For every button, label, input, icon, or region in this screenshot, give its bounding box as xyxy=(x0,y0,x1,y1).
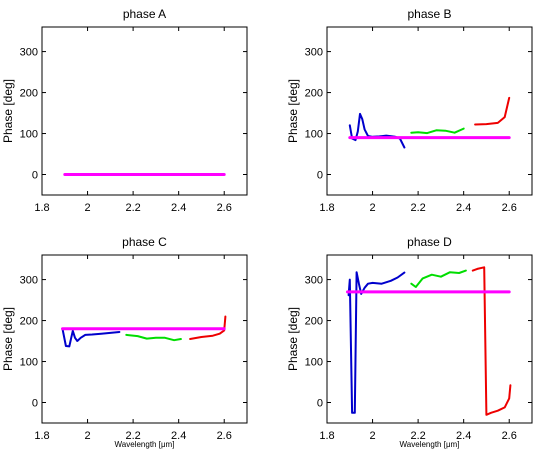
y-axis-label: Phase [deg] xyxy=(1,79,15,143)
y-tick-label: 100 xyxy=(20,357,38,369)
x-axis-label: Wavelength [μm] xyxy=(115,440,175,449)
y-axis-label: Phase [deg] xyxy=(286,307,300,371)
y-tick-label: 300 xyxy=(305,275,323,287)
y-tick-label: 200 xyxy=(20,316,38,328)
x-tick-label: 2.6 xyxy=(217,430,232,442)
x-tick-label: 2.4 xyxy=(456,430,471,442)
plot-area xyxy=(326,26,533,196)
panel-2: phase B 1.8 2 2.2 2.4 2.6 0 100 200 300 Phase [deg… xyxy=(286,7,533,214)
x-tick-label: 2.4 xyxy=(456,202,471,214)
y-tick-label: 0 xyxy=(32,398,38,410)
x-tick-label: 2 xyxy=(84,202,90,214)
y-tick-label: 300 xyxy=(20,275,38,287)
x-tick-label: 1.8 xyxy=(34,202,49,214)
x-tick-label: 1.8 xyxy=(319,430,334,442)
series-line-2 xyxy=(410,269,467,288)
x-tick-label: 2.6 xyxy=(502,430,517,442)
chart-title: phase B xyxy=(407,7,451,21)
x-tick-label: 1.8 xyxy=(34,430,49,442)
y-tick-label: 300 xyxy=(305,47,323,59)
series-line-3 xyxy=(471,266,512,416)
panel-3: phase C 1.8 2 2.2 2.4 2.6 0 100 200 300 Phase [deg… xyxy=(1,235,248,449)
plot-area xyxy=(41,26,248,196)
series-line-1 xyxy=(61,327,121,348)
y-tick-label: 300 xyxy=(20,47,38,59)
x-tick-label: 2.6 xyxy=(502,202,517,214)
y-tick-label: 100 xyxy=(305,129,323,141)
x-tick-label: 2.4 xyxy=(171,202,186,214)
x-tick-label: 2.2 xyxy=(125,430,140,442)
series-line-1 xyxy=(348,112,406,149)
chart-title: phase D xyxy=(407,235,452,249)
series-line-2 xyxy=(125,333,182,342)
y-tick-label: 100 xyxy=(20,129,38,141)
x-tick-label: 2.2 xyxy=(410,430,425,442)
y-axis-label: Phase [deg] xyxy=(286,79,300,143)
y-tick-label: 200 xyxy=(20,88,38,100)
x-tick-label: 2 xyxy=(84,430,90,442)
series-line-1 xyxy=(347,271,406,414)
y-tick-label: 200 xyxy=(305,88,323,100)
series-line-3 xyxy=(474,96,511,126)
panel-4: phase D 1.8 2 2.2 2.4 2.6 0 100 200 300 Phase [deg… xyxy=(286,235,533,449)
x-tick-label: 2.6 xyxy=(217,202,232,214)
plot-area xyxy=(41,254,248,424)
y-tick-label: 200 xyxy=(305,316,323,328)
x-tick-label: 2.2 xyxy=(410,202,425,214)
x-tick-label: 2 xyxy=(369,430,375,442)
panel-1: phase A 1.8 2 2.2 2.4 2.6 0 100 200 300 Phase [deg… xyxy=(1,7,248,214)
x-tick-label: 2 xyxy=(369,202,375,214)
series-line-2 xyxy=(410,127,465,135)
y-tick-label: 100 xyxy=(305,357,323,369)
x-axis-label: Wavelength [μm] xyxy=(400,440,460,449)
x-tick-label: 1.8 xyxy=(319,202,334,214)
y-tick-label: 0 xyxy=(317,398,323,410)
chart-title: phase A xyxy=(123,7,166,21)
y-tick-label: 0 xyxy=(317,170,323,182)
x-tick-label: 2.2 xyxy=(125,202,140,214)
y-tick-label: 0 xyxy=(32,170,38,182)
plot-area xyxy=(326,254,533,424)
chart-title: phase C xyxy=(122,235,167,249)
x-tick-label: 2.4 xyxy=(171,430,186,442)
y-axis-label: Phase [deg] xyxy=(1,307,15,371)
